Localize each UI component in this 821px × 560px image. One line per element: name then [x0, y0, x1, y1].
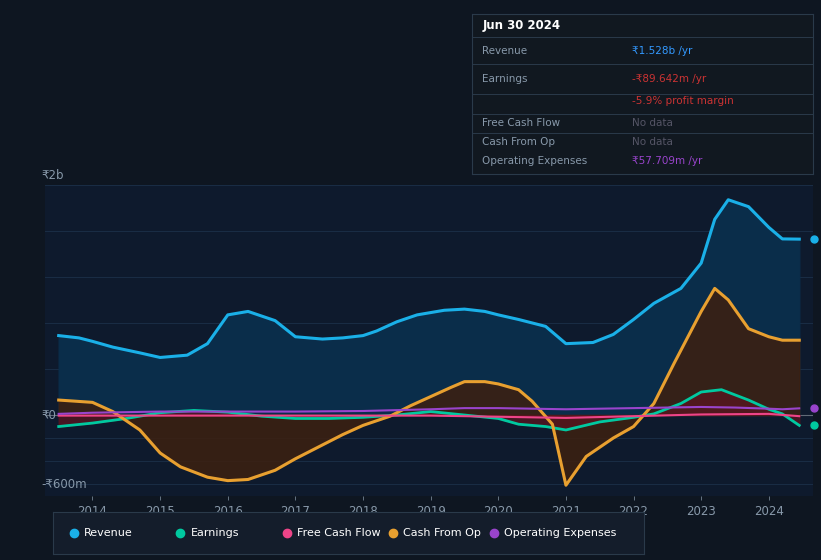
Text: Jun 30 2024: Jun 30 2024	[482, 18, 561, 32]
Text: Revenue: Revenue	[84, 529, 133, 538]
Text: Earnings: Earnings	[482, 74, 528, 85]
Text: Revenue: Revenue	[482, 46, 527, 55]
Text: ₹1.528b /yr: ₹1.528b /yr	[632, 46, 693, 55]
Text: -₹89.642m /yr: -₹89.642m /yr	[632, 74, 706, 85]
Text: ₹2b: ₹2b	[41, 169, 63, 182]
Text: No data: No data	[632, 137, 673, 147]
Text: Earnings: Earnings	[190, 529, 239, 538]
Text: Operating Expenses: Operating Expenses	[504, 529, 617, 538]
Text: -₹600m: -₹600m	[41, 478, 87, 491]
Text: ₹0: ₹0	[41, 409, 56, 422]
Text: -5.9% profit margin: -5.9% profit margin	[632, 96, 734, 106]
Text: ₹57.709m /yr: ₹57.709m /yr	[632, 156, 703, 166]
Text: Free Cash Flow: Free Cash Flow	[482, 118, 561, 128]
Text: Free Cash Flow: Free Cash Flow	[297, 529, 380, 538]
Text: Cash From Op: Cash From Op	[403, 529, 481, 538]
Text: No data: No data	[632, 118, 673, 128]
Text: Cash From Op: Cash From Op	[482, 137, 555, 147]
Text: Operating Expenses: Operating Expenses	[482, 156, 588, 166]
